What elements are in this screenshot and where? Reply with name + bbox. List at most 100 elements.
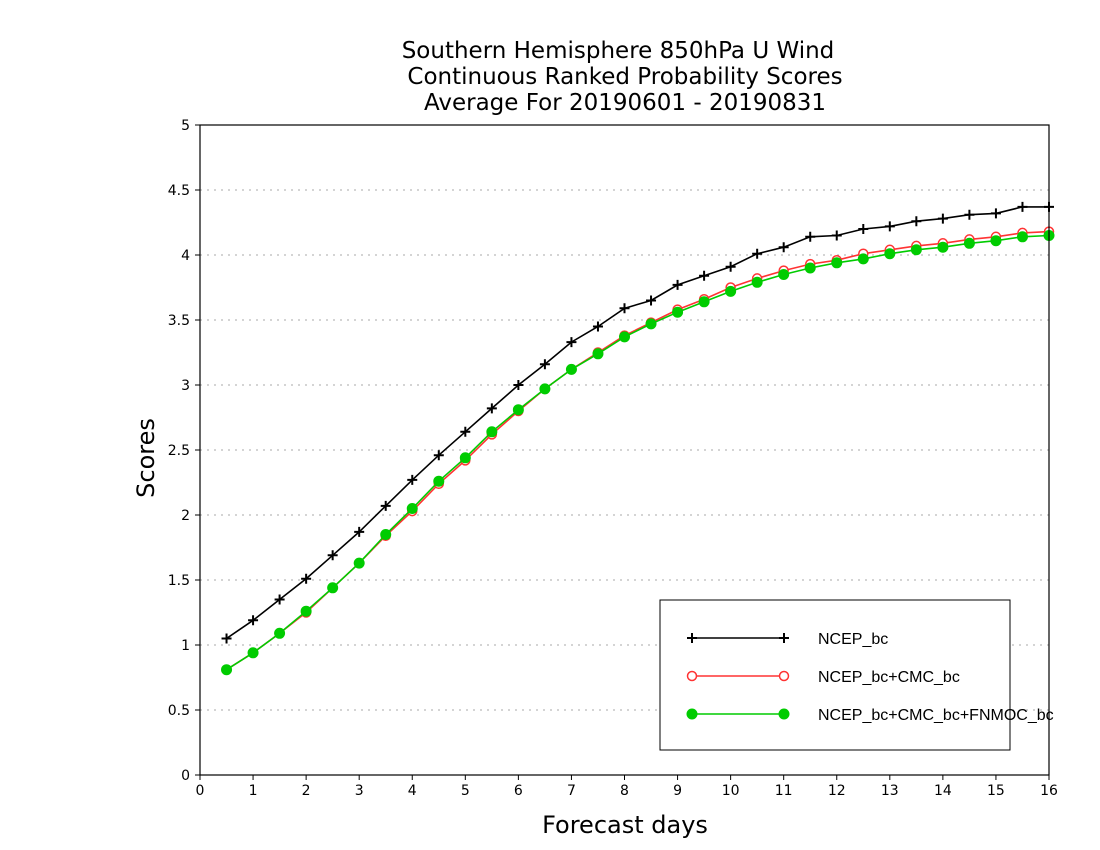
data-point (248, 615, 259, 626)
data-point (539, 383, 551, 395)
data-point (459, 452, 471, 464)
data-point (566, 337, 577, 348)
data-point (884, 221, 895, 232)
y-tick-label: 5 (181, 118, 190, 134)
x-tick-label: 12 (828, 783, 846, 799)
legend-item-3: NCEP_bc+CMC_bc+FNMOC_bc (686, 707, 1054, 724)
legend-label: NCEP_bc+CMC_bc (818, 669, 960, 686)
data-point (380, 500, 391, 511)
data-point (353, 557, 365, 569)
x-tick-label: 3 (355, 783, 364, 799)
legend-marker (778, 670, 790, 682)
y-tick-label: 3.5 (168, 313, 190, 329)
data-point (990, 235, 1002, 247)
legend-marker (778, 708, 790, 720)
data-point (645, 318, 657, 330)
chart-title-line-3: Average For 20190601 - 20190831 (424, 90, 826, 116)
x-tick-label: 2 (302, 783, 311, 799)
y-tick-label: 0.5 (168, 703, 190, 719)
legend-item-1: NCEP_bc (687, 631, 888, 648)
y-tick-label: 4.5 (168, 183, 190, 199)
data-point (751, 276, 763, 288)
data-point (646, 295, 657, 306)
data-point (831, 230, 842, 241)
x-tick-label: 7 (567, 783, 576, 799)
data-point (327, 582, 339, 594)
series-layer (221, 201, 1055, 676)
data-point (486, 426, 498, 438)
data-point (539, 359, 550, 370)
x-tick-label: 5 (461, 783, 470, 799)
data-point (327, 550, 338, 561)
data-point (831, 257, 843, 269)
data-point (247, 647, 259, 659)
data-point (884, 248, 896, 260)
x-tick-label: 4 (408, 783, 417, 799)
data-point (1017, 201, 1028, 212)
data-point (937, 241, 949, 253)
data-point (406, 503, 418, 514)
legend-marker (686, 670, 698, 682)
data-point (221, 633, 232, 644)
data-point (937, 213, 948, 224)
x-tick-label: 13 (881, 783, 899, 799)
data-point (672, 279, 683, 290)
x-tick-label: 8 (620, 783, 629, 799)
data-point (354, 526, 365, 537)
chart-title-line-1: Southern Hemisphere 850hPa U Wind (402, 38, 835, 64)
data-point (858, 224, 869, 234)
data-point (512, 404, 524, 416)
legend-item-2: NCEP_bc+CMC_bc (686, 669, 960, 686)
data-point (805, 231, 816, 242)
data-point (990, 208, 1001, 219)
series-line (226, 206, 1049, 640)
data-point (513, 380, 524, 390)
data-point (699, 270, 710, 281)
data-point (274, 594, 285, 605)
y-tick-label: 4 (181, 248, 190, 264)
data-point (433, 475, 445, 487)
y-tick-label: 1.5 (168, 573, 190, 589)
data-point (672, 306, 684, 318)
y-axis-label: Scores (132, 418, 160, 498)
data-point (1016, 231, 1028, 243)
legend-box (659, 599, 1011, 751)
x-tick-label: 6 (514, 783, 523, 799)
y-tick-label: 1 (181, 638, 190, 654)
chart-title-line-2: Continuous Ranked Probability Scores (407, 64, 842, 90)
axes: 00.511.522.533.544.550 1 2 3 4 5 6 7 8 9 10 11 12 13 1… (168, 118, 1058, 799)
x-tick-label: 0 (196, 783, 205, 799)
data-point (592, 321, 603, 332)
data-point (433, 450, 444, 461)
data-point (460, 426, 471, 437)
legend-marker (687, 633, 697, 643)
x-axis-label: Forecast days (542, 811, 708, 839)
legend: NCEP_bc NCEP_bc+CMC_bc NCEP_bc+CMC_bc+FNMO… (659, 599, 1054, 751)
data-point (619, 303, 630, 314)
data-point (778, 242, 789, 253)
data-point (725, 285, 737, 297)
legend-marker (686, 708, 698, 720)
data-point (725, 261, 736, 272)
data-point (380, 529, 392, 540)
x-tick-label: 1 (249, 783, 258, 799)
data-point (221, 664, 233, 676)
data-point (300, 605, 312, 617)
x-tick-label: 10 (722, 783, 740, 799)
data-point (752, 248, 763, 259)
data-point (619, 331, 630, 343)
x-tick-label: 15 (987, 783, 1005, 799)
x-tick-label: 16 (1040, 783, 1058, 799)
x-tick-label: 11 (775, 783, 793, 799)
data-point (911, 216, 922, 227)
x-tick-label: 9 (673, 783, 682, 799)
data-point (964, 209, 975, 220)
y-tick-label: 2 (181, 508, 190, 524)
data-point (804, 262, 816, 274)
data-point (565, 363, 577, 375)
data-point (407, 474, 418, 485)
legend-label: NCEP_bc (818, 631, 888, 648)
legend-marker (779, 633, 789, 643)
data-point (274, 627, 286, 639)
